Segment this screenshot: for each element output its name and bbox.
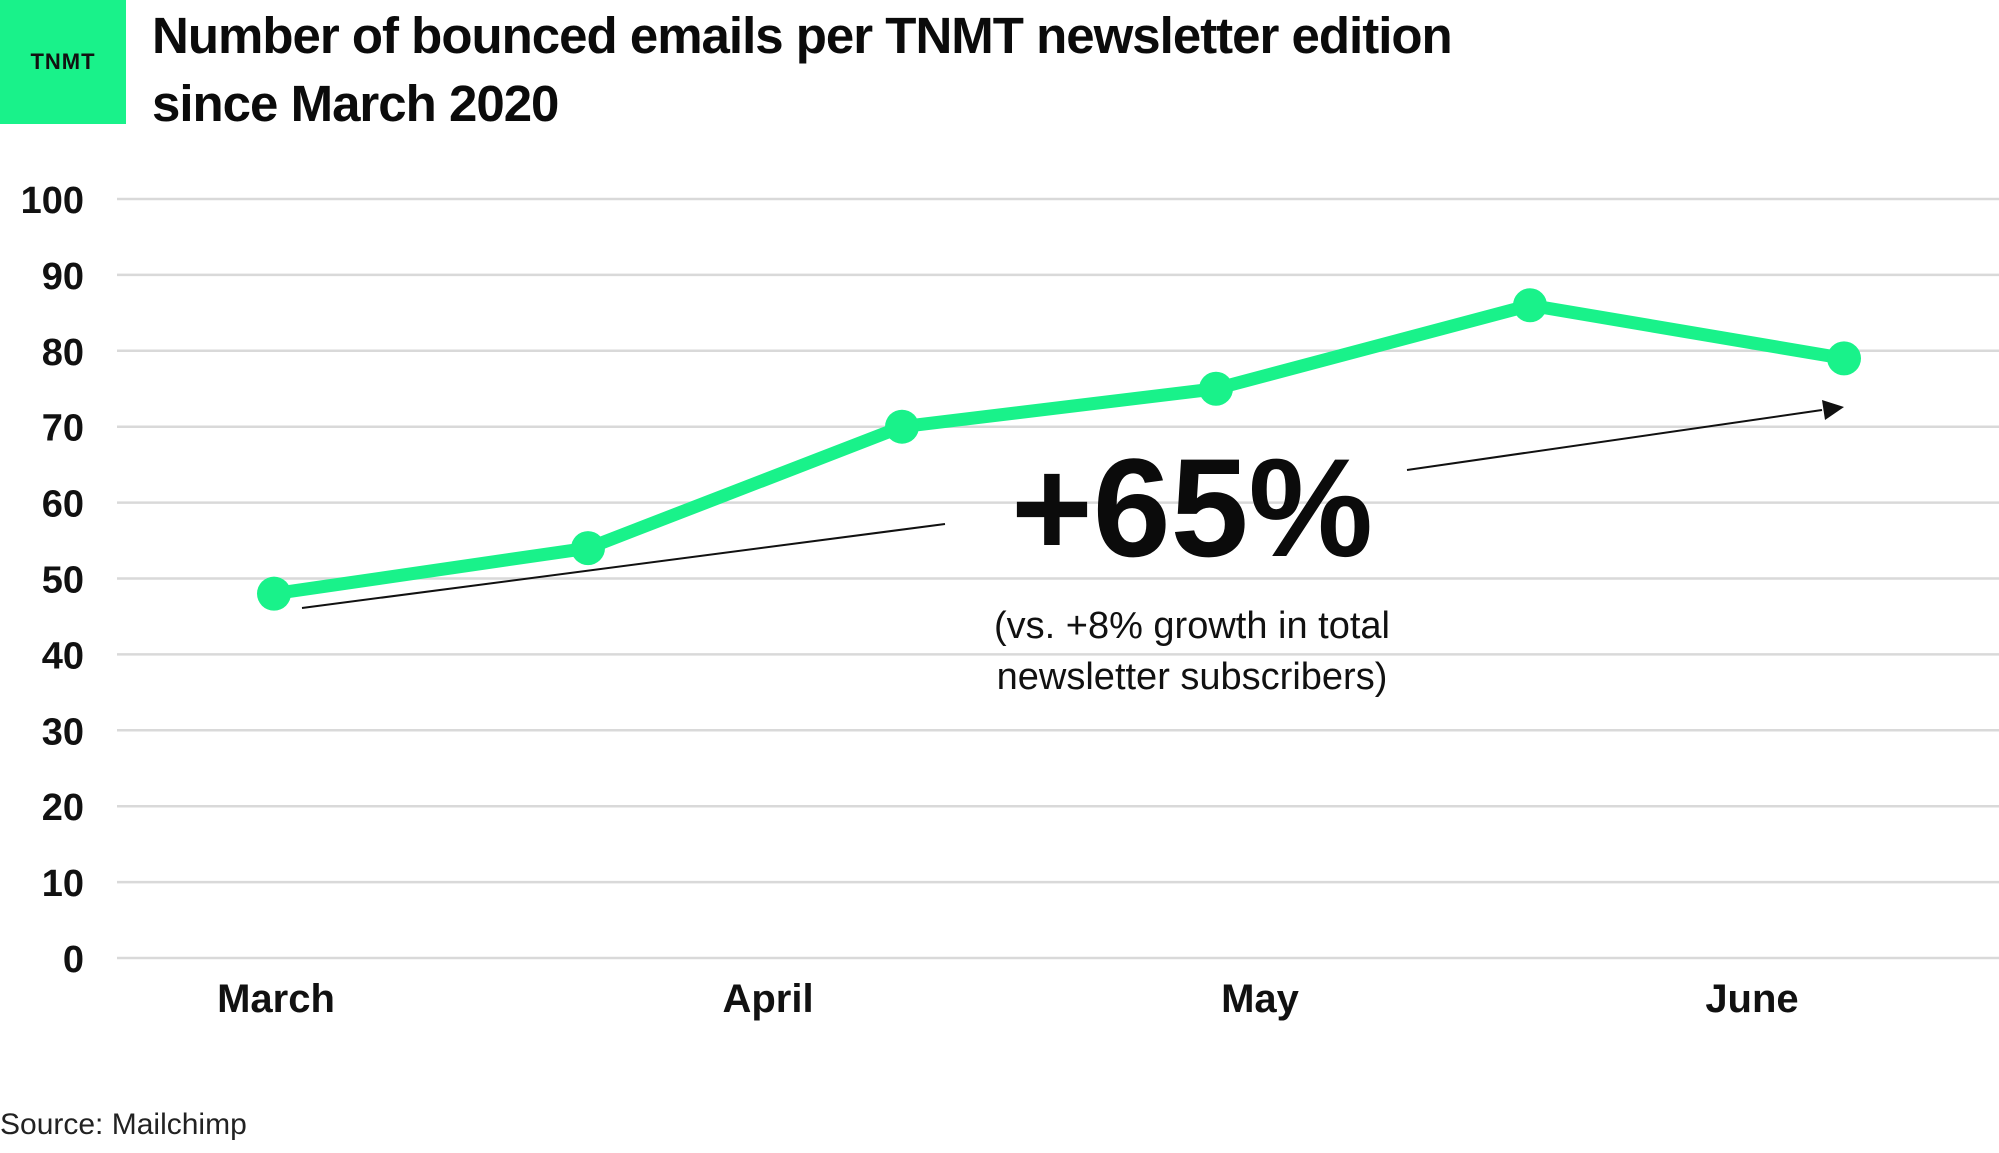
- gridlines: [117, 197, 1999, 960]
- y-tick-label: 100: [21, 180, 84, 222]
- data-point: [1513, 288, 1547, 323]
- y-tick-label: 50: [42, 560, 84, 602]
- y-tick-label: 60: [42, 484, 84, 526]
- data-point: [571, 531, 605, 566]
- data-point: [257, 576, 291, 611]
- x-tick-label: April: [722, 977, 813, 1021]
- data-point: [885, 409, 919, 444]
- x-axis-ticks: March April May June: [217, 977, 1799, 1021]
- data-point: [1827, 341, 1861, 376]
- note-line-2: newsletter subscribers): [997, 656, 1388, 698]
- growth-percentage: +65%: [1011, 429, 1373, 586]
- annotation: +65% (vs. +8% growth in total newsletter…: [301, 400, 1844, 698]
- x-tick-label: March: [217, 977, 335, 1021]
- series-line: [257, 288, 1861, 611]
- logo-text: TNMT: [30, 49, 96, 74]
- y-tick-label: 90: [42, 256, 84, 298]
- y-tick-label: 20: [42, 787, 84, 829]
- y-tick-label: 70: [42, 408, 84, 450]
- series-path: [267, 298, 1851, 601]
- y-tick-label: 80: [42, 332, 84, 374]
- chart-title: Number of bounced emails per TNMT newsle…: [152, 7, 1453, 132]
- trend-arrow-left: [301, 523, 946, 609]
- data-point: [1199, 371, 1233, 406]
- y-tick-label: 10: [42, 863, 84, 905]
- arrow-head: [1822, 400, 1844, 420]
- x-tick-label: May: [1221, 977, 1300, 1021]
- x-tick-label: June: [1705, 977, 1798, 1021]
- note-line-1: (vs. +8% growth in total: [994, 605, 1390, 647]
- trend-arrow-right: [1406, 409, 1823, 471]
- logo: TNMT: [0, 0, 126, 124]
- y-tick-label: 30: [42, 711, 84, 753]
- y-tick-label: 40: [42, 635, 84, 677]
- y-tick-label: 0: [63, 939, 84, 981]
- y-axis-ticks: 0 10 20 30 40 50 60 70 80 90 100: [21, 180, 84, 981]
- source-note: Source: Mailchimp: [0, 1108, 247, 1141]
